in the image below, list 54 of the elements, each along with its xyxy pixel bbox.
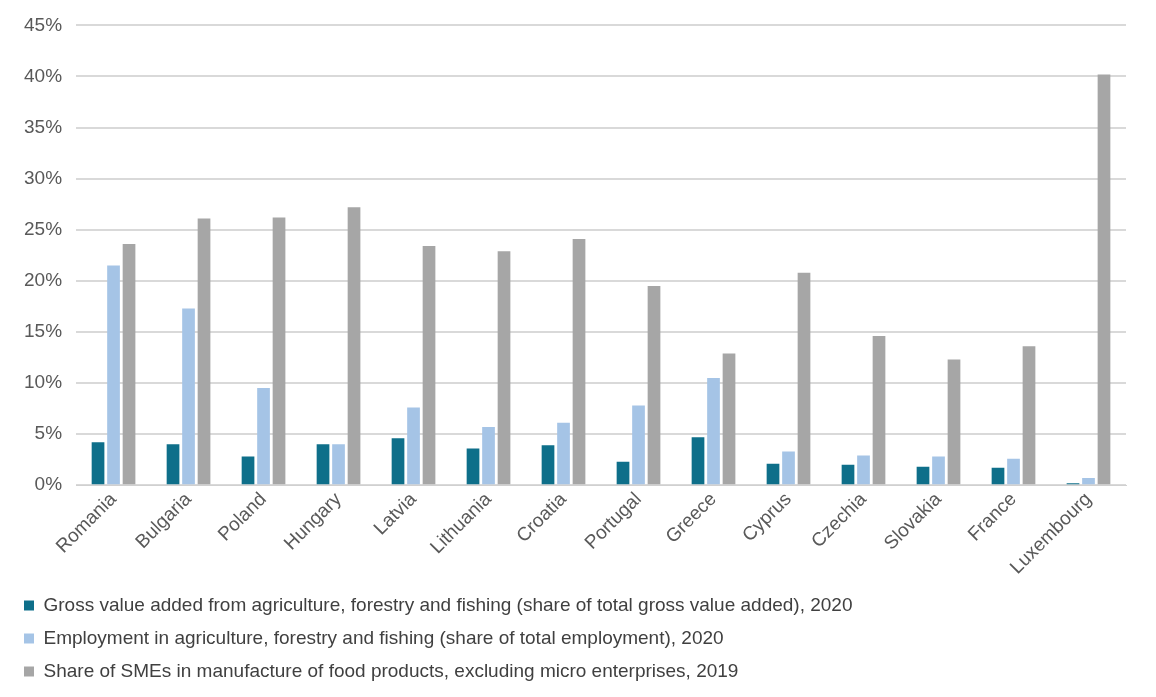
bar [991,467,1005,485]
bar [482,426,495,485]
bar [1022,346,1036,485]
bar [707,377,720,485]
y-tick-label: 15% [24,320,63,342]
legend-label: Share of SMEs in manufacture of food products, excluding micro enterprises, 2019 [43,659,739,681]
y-tick-label: 25% [24,217,63,239]
bar [647,285,661,485]
bar [691,437,705,485]
bar [466,448,480,485]
bar [257,388,270,485]
legend-label: Employment in agriculture, forestry and fishing (share of total employment), 2020 [43,626,724,648]
y-tick-label: 40% [24,64,63,86]
y-tick-label: 35% [24,115,63,137]
bar [1097,74,1111,485]
bar [572,238,586,485]
bar [241,456,255,485]
bar [857,455,870,485]
bar [347,207,361,485]
bar [407,407,420,485]
y-tick-label: 10% [24,371,63,393]
bar [422,246,436,485]
bar [497,251,511,485]
bar [272,217,286,485]
bar [632,405,645,485]
bar [166,444,180,485]
bar [122,244,136,485]
bar [766,463,780,485]
bar [541,445,555,485]
bar [782,451,795,485]
bar [316,444,330,485]
y-tick-label: 30% [24,166,63,188]
y-tick-label: 0% [34,473,63,495]
bar [182,308,195,485]
bar [797,272,811,485]
legend-label: Gross value added from agriculture, forestry and fishing (share of total gross value added), 2020 [43,593,853,615]
bar [107,265,120,485]
bar [616,461,630,485]
bar [947,359,961,485]
y-tick-label: 20% [24,269,63,291]
bar [1007,458,1020,485]
y-tick-label: 5% [34,422,63,444]
bar [91,442,105,485]
bar [932,456,945,485]
bar [841,464,855,485]
bar [722,353,736,485]
bar [197,218,211,485]
bar [557,422,570,485]
y-tick-label: 45% [24,13,63,35]
bar [332,444,345,485]
bar [1082,478,1095,485]
bar [916,466,930,485]
bar [391,438,405,485]
bar [872,336,886,485]
